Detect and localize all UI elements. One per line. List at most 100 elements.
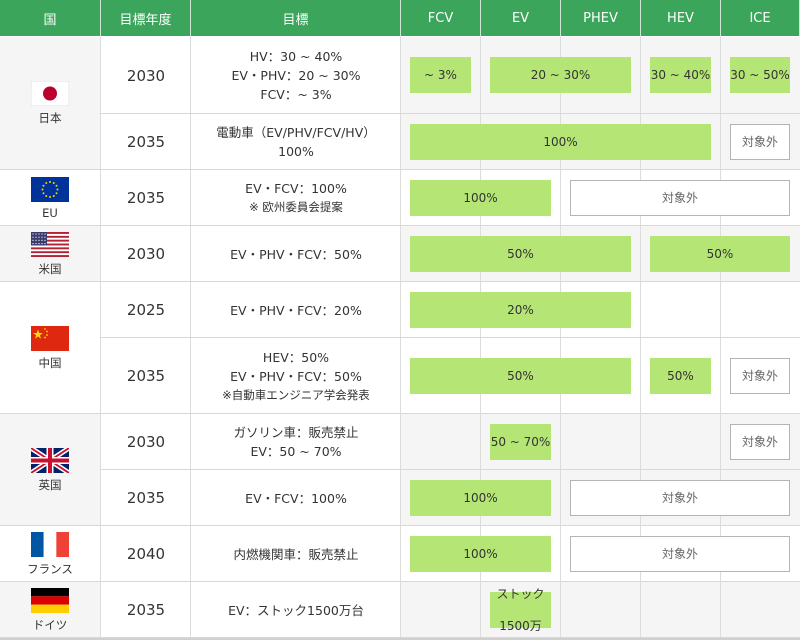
country-name: 英国 (38, 477, 62, 492)
target-line: EV・PHV・FCV：50% (230, 368, 362, 384)
target-bar: 50% (650, 357, 711, 394)
target-bar: 30 ~ 40% (650, 57, 711, 93)
header-cell: 国 (0, 0, 101, 36)
header-cell: EV (481, 0, 561, 36)
target-bar: 100% (410, 123, 711, 160)
country-name: ドイツ (32, 617, 68, 632)
target-bar: 50% (410, 357, 631, 394)
target-text: 内燃機関車：販売禁止 (191, 526, 401, 582)
excluded-box: 対象外 (570, 479, 790, 516)
target-year: 2035 (101, 114, 191, 170)
target-line: ガソリン車：販売禁止 (233, 425, 359, 440)
eu-flag-icon (31, 176, 69, 202)
country-cell: フランス (0, 526, 100, 582)
grid-line-horizontal (0, 169, 800, 170)
target-text: ガソリン車：販売禁止 EV：50 ~ 70% (191, 414, 401, 470)
china-flag-icon (31, 325, 69, 351)
grid-line-bottom (0, 638, 800, 640)
target-year: 2030 (101, 414, 191, 470)
target-line: HV：30 ~ 40% (249, 49, 343, 64)
country-name: 米国 (38, 261, 62, 276)
target-line: 電動車（EV/PHV/FCV/HV） (216, 125, 376, 140)
bar-label-line: 1500万 (499, 618, 542, 633)
target-text: EV：ストック1500万台 (191, 582, 401, 638)
target-bar: 20% (410, 291, 631, 328)
header-cell: 目標年度 (101, 0, 191, 36)
target-note: ※自動車エンジニア学会発表 (222, 387, 370, 402)
target-year: 2035 (101, 582, 191, 638)
target-text: EV・PHV・FCV：20% (191, 282, 401, 338)
excluded-box: 対象外 (730, 357, 790, 394)
country-name: EU (42, 205, 58, 220)
target-text: HV：30 ~ 40% EV・PHV：20 ~ 30% FCV：~ 3% (191, 37, 401, 114)
target-bar: 50% (410, 235, 631, 272)
country-cell: 日本 (0, 37, 100, 170)
germany-flag-icon (31, 587, 69, 613)
country-cell: ドイツ (0, 582, 100, 638)
target-text: EV・PHV・FCV：50% (191, 226, 401, 282)
target-line: 100% (278, 144, 314, 159)
target-year: 2030 (101, 37, 191, 114)
target-line: HEV：50% (262, 349, 330, 365)
target-bar: ストック 1500万 (490, 587, 551, 633)
grid-line-horizontal (101, 113, 800, 114)
target-year: 2030 (101, 226, 191, 282)
target-line: EV：ストック1500万台 (228, 602, 364, 618)
target-text: EV・FCV：100% (191, 470, 401, 526)
target-bar: 30 ~ 50% (730, 57, 790, 93)
target-text: HEV：50% EV・PHV・FCV：50% ※自動車エンジニア学会発表 (191, 338, 401, 414)
grid-line-vertical (100, 36, 101, 638)
target-line: FCV：~ 3% (260, 87, 332, 102)
target-text: 電動車（EV/PHV/FCV/HV） 100% (191, 114, 401, 170)
excluded-box: 対象外 (570, 535, 790, 572)
target-year: 2035 (101, 338, 191, 414)
header-cell: PHEV (561, 0, 641, 36)
target-year: 2040 (101, 526, 191, 582)
country-cell: EU (0, 170, 100, 226)
grid-line-horizontal (0, 413, 800, 414)
header-cell: ICE (721, 0, 800, 36)
target-bar: 20 ~ 30% (490, 57, 631, 93)
france-flag-icon (31, 531, 69, 557)
country-cell: 中国 (0, 282, 100, 414)
header-cell: HEV (641, 0, 721, 36)
country-cell: 米国 (0, 226, 100, 282)
grid-line-horizontal (0, 281, 800, 282)
bar-label-line: ストック (496, 586, 545, 601)
grid-line-horizontal (0, 225, 800, 226)
header-cell: 目標 (191, 0, 401, 36)
target-bar: 50 ~ 70% (490, 423, 551, 460)
target-year: 2035 (101, 470, 191, 526)
usa-flag-icon (31, 231, 69, 257)
target-line: EV・PHV・FCV：50% (230, 246, 362, 262)
target-line: EV：50 ~ 70% (250, 444, 342, 459)
country-name: フランス (27, 561, 73, 576)
grid-line-horizontal (101, 337, 800, 338)
country-name: 日本 (38, 111, 62, 125)
grid-line-horizontal (0, 637, 800, 638)
header-cell: FCV (401, 0, 481, 36)
excluded-box: 対象外 (730, 123, 790, 160)
uk-flag-icon (31, 447, 69, 473)
japan-flag-icon (31, 81, 69, 106)
target-year: 2025 (101, 282, 191, 338)
excluded-box: 対象外 (570, 179, 790, 216)
target-line: EV・FCV：100% (245, 181, 347, 196)
grid-line-horizontal (101, 469, 800, 470)
target-bar: 100% (410, 535, 551, 572)
target-line: EV・FCV：100% (245, 490, 347, 506)
grid-line-horizontal (0, 581, 800, 582)
country-cell: 英国 (0, 414, 100, 526)
target-bar: ~ 3% (410, 57, 471, 93)
target-line: EV・PHV：20 ~ 30% (231, 68, 361, 83)
target-year: 2035 (101, 170, 191, 226)
target-line: EV・PHV・FCV：20% (230, 302, 362, 318)
target-bar: 50% (650, 235, 790, 272)
target-bar: 100% (410, 179, 551, 216)
target-text: EV・FCV：100% ※ 欧州委員会提案 (191, 170, 401, 226)
grid-line-horizontal (0, 525, 800, 526)
country-name: 中国 (38, 355, 62, 370)
target-note: ※ 欧州委員会提案 (249, 200, 343, 214)
target-bar: 100% (410, 479, 551, 516)
